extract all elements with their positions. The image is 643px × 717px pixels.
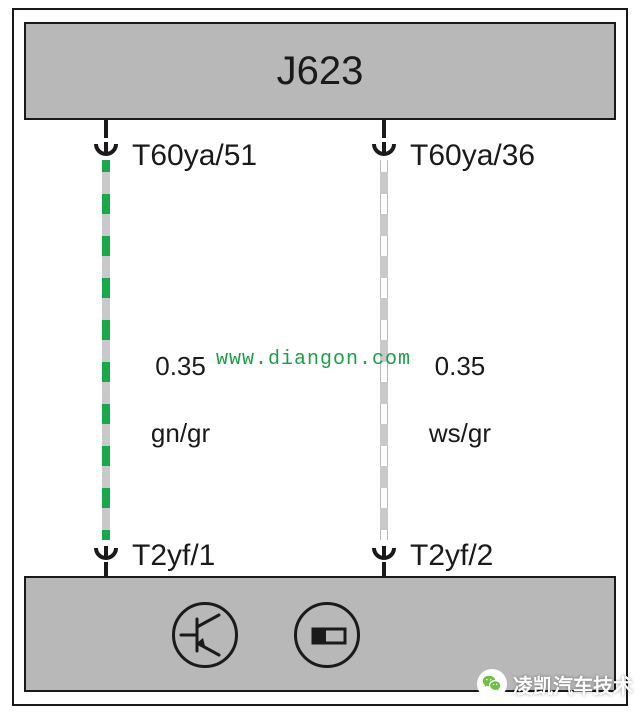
wire-stripe xyxy=(380,298,388,320)
pin-stub xyxy=(104,562,108,576)
connector-icon xyxy=(372,136,396,160)
pin-stub xyxy=(382,562,386,576)
wire-spec-right: 0.35 ws/gr xyxy=(400,316,491,485)
wire-stripe xyxy=(102,256,110,278)
connector-icon xyxy=(372,540,396,564)
pin-label-bottom-left: T2yf/1 xyxy=(132,540,215,572)
wire-stripe xyxy=(102,298,110,320)
wire-size-right: 0.35 xyxy=(435,351,486,381)
wire-stripe xyxy=(380,214,388,236)
wire-stripe xyxy=(380,508,388,530)
wire-stripe xyxy=(380,466,388,488)
wire-color-right: ws/gr xyxy=(429,418,491,448)
wire-stripe xyxy=(102,340,110,362)
wire-left-stripes xyxy=(102,160,110,540)
wechat-icon xyxy=(477,669,507,699)
watermark-text: www.diangon.com xyxy=(216,348,411,371)
wire-stripe xyxy=(380,172,388,194)
wire-color-left: gn/gr xyxy=(151,418,210,448)
wire-stripe xyxy=(102,508,110,530)
connector-icon xyxy=(94,540,118,564)
wire-stripe xyxy=(380,256,388,278)
wire-stripe xyxy=(102,214,110,236)
wire-stripe xyxy=(380,382,388,404)
pin-label-bottom-right: T2yf/2 xyxy=(410,540,493,572)
wechat-badge: 凌凯汽车技术 xyxy=(477,669,633,699)
wire-stripe xyxy=(102,466,110,488)
connector-icon xyxy=(94,136,118,160)
pin-label-top-right: T60ya/36 xyxy=(410,140,535,172)
pin-label-top-left: T60ya/51 xyxy=(132,140,257,172)
wire-stripe xyxy=(102,172,110,194)
wire-left xyxy=(102,160,110,540)
transistor-icon xyxy=(172,602,238,668)
wire-stripe xyxy=(102,424,110,446)
wire-spec-left: 0.35 gn/gr xyxy=(122,316,210,485)
wechat-badge-text: 凌凯汽车技术 xyxy=(513,670,633,699)
control-unit-box: J623 xyxy=(24,22,616,120)
wire-stripe xyxy=(380,424,388,446)
control-unit-title: J623 xyxy=(277,49,364,94)
indicator-icon xyxy=(294,602,360,668)
wire-stripe xyxy=(102,382,110,404)
wire-size-left: 0.35 xyxy=(155,351,206,381)
